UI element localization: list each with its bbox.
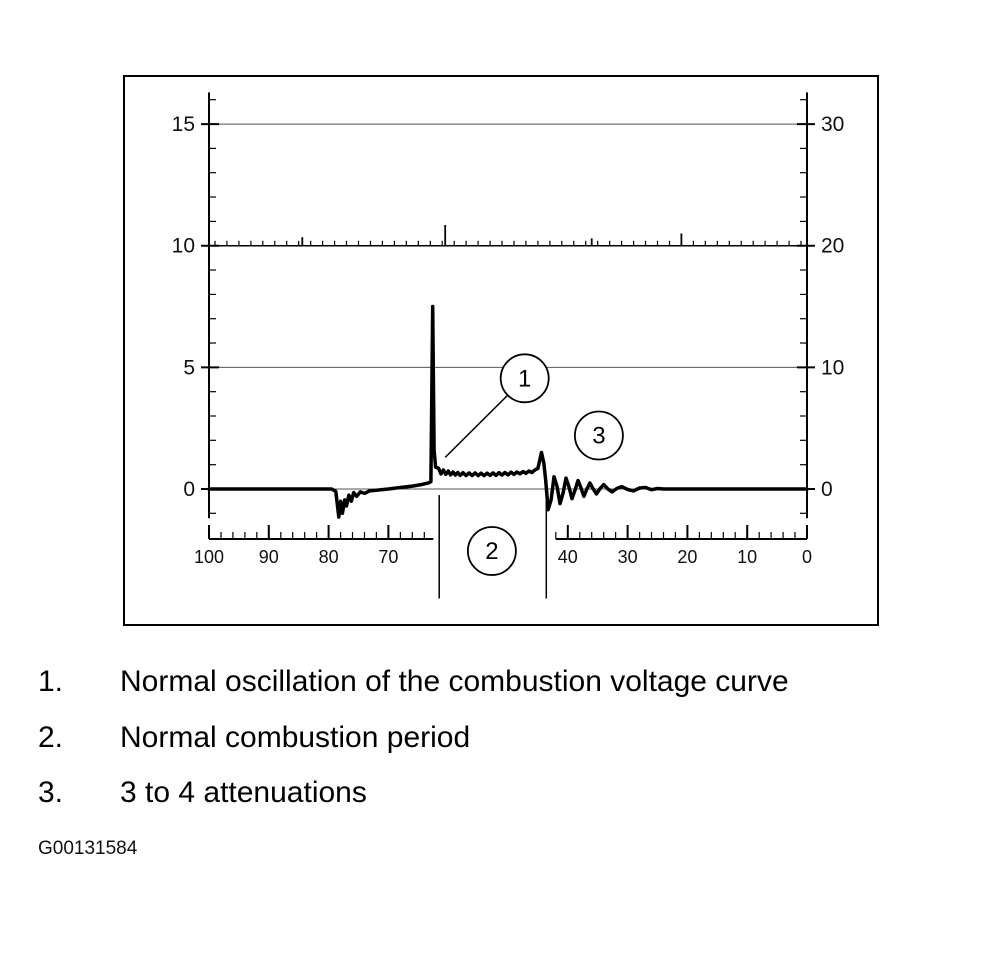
bottom-axis-label: 90	[259, 547, 279, 567]
callout-circle-3	[573, 410, 624, 461]
left-axis-label: 10	[172, 235, 195, 258]
callout-label-2: 2	[485, 538, 498, 565]
legend-item: 3. 3 to 4 attenuations	[38, 777, 968, 809]
bottom-axis-label: 40	[558, 547, 578, 567]
bottom-axis-label: 0	[802, 547, 812, 567]
bottom-axis-label: 100	[194, 547, 224, 567]
legend-item-number: 2.	[38, 720, 64, 754]
callout-circle-1	[499, 353, 550, 404]
figure-code: G00131584	[38, 838, 138, 859]
legend-item: 1. Normal oscillation of the combustion …	[38, 666, 968, 698]
right-axis-label: 30	[821, 113, 844, 136]
bottom-axis-label: 80	[319, 547, 339, 567]
left-axis-label: 0	[183, 478, 195, 501]
right-axis-label: 10	[821, 356, 844, 379]
legend-item-number: 3.	[38, 776, 64, 809]
waveform-figure: 15 10 5 0 30 20 10 0 100 90 80 70 40 30 20 10 0 1 2 3	[123, 75, 879, 626]
bottom-axis-label: 20	[677, 547, 697, 567]
legend-item-number: 1.	[38, 665, 64, 698]
legend-item-text: Normal combustion period	[120, 720, 471, 754]
bottom-axis-label: 70	[378, 547, 398, 567]
callout-circle-2	[466, 526, 517, 576]
left-axis-label: 5	[183, 356, 195, 379]
callout-pointer-1	[444, 394, 509, 458]
combustion-voltage-trace	[207, 304, 809, 519]
right-axis-label: 0	[821, 478, 833, 501]
left-axis-label: 15	[172, 113, 195, 136]
callout-label-1: 1	[518, 365, 531, 392]
legend-item-text: Normal oscillation of the combustion vol…	[120, 665, 789, 698]
bottom-axis-label: 30	[618, 547, 638, 567]
callout-legend: 1. Normal oscillation of the combustion …	[38, 666, 968, 833]
bottom-axis-label: 10	[737, 547, 757, 567]
legend-item: 2. Normal combustion period	[38, 720, 968, 754]
callout-label-3: 3	[592, 423, 605, 450]
legend-item-text: 3 to 4 attenuations	[120, 776, 367, 809]
right-axis-label: 20	[821, 235, 844, 258]
